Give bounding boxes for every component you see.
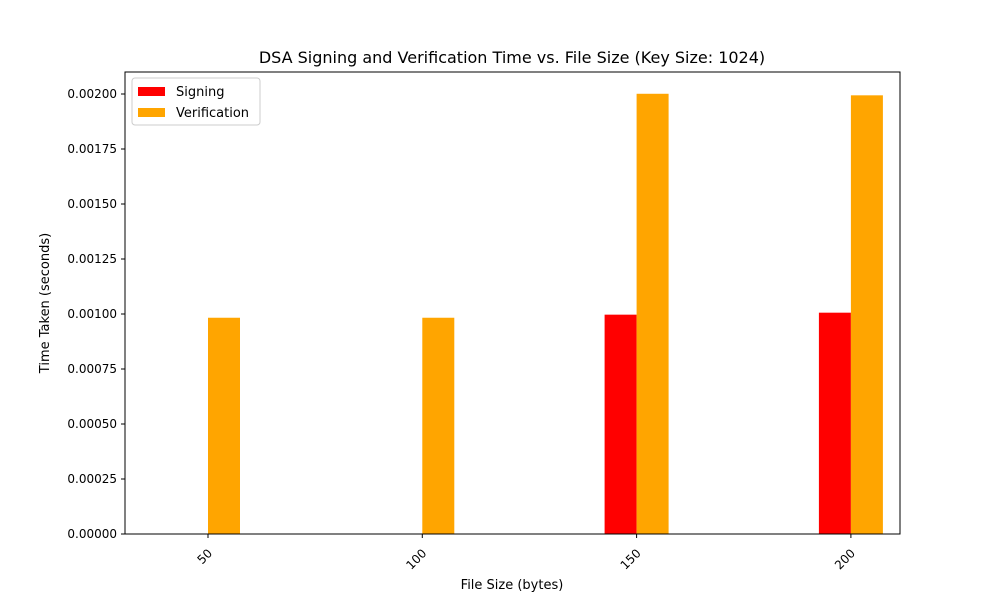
bar-verification-150	[636, 93, 669, 534]
y-tick-label: 0.00200	[67, 87, 117, 101]
legend-swatch-signing	[138, 87, 165, 96]
y-axis-label: Time Taken (seconds)	[38, 233, 53, 374]
y-tick-label: 0.00050	[67, 417, 117, 431]
legend-swatch-verification	[138, 108, 165, 117]
legend-label-verification: Verification	[176, 106, 249, 121]
y-tick-label: 0.00150	[67, 197, 117, 211]
y-tick-label: 0.00075	[67, 362, 117, 376]
legend: Signing Verification	[131, 77, 261, 126]
y-tick-label: 0.00125	[67, 252, 117, 266]
chart-title: DSA Signing and Verification Time vs. Fi…	[259, 48, 765, 67]
bar-verification-100	[422, 317, 455, 534]
y-tick-label: 0.00000	[67, 527, 117, 541]
bar-verification-50	[208, 317, 240, 534]
legend-label-signing: Signing	[176, 85, 224, 100]
plot-area	[208, 93, 883, 534]
y-tick-label: 0.00175	[67, 142, 117, 156]
y-tick-label: 0.00025	[67, 472, 117, 486]
axes-frame	[124, 71, 901, 535]
bar-signing-200	[818, 312, 851, 534]
bar-signing-150	[604, 314, 637, 534]
x-axis-label: File Size (bytes)	[461, 578, 564, 593]
bar-verification-200	[850, 95, 883, 534]
y-tick-label: 0.00100	[67, 307, 117, 321]
y-axis: 0.00000 0.00025 0.00050 0.00075 0.00100 0.001…	[67, 87, 125, 541]
